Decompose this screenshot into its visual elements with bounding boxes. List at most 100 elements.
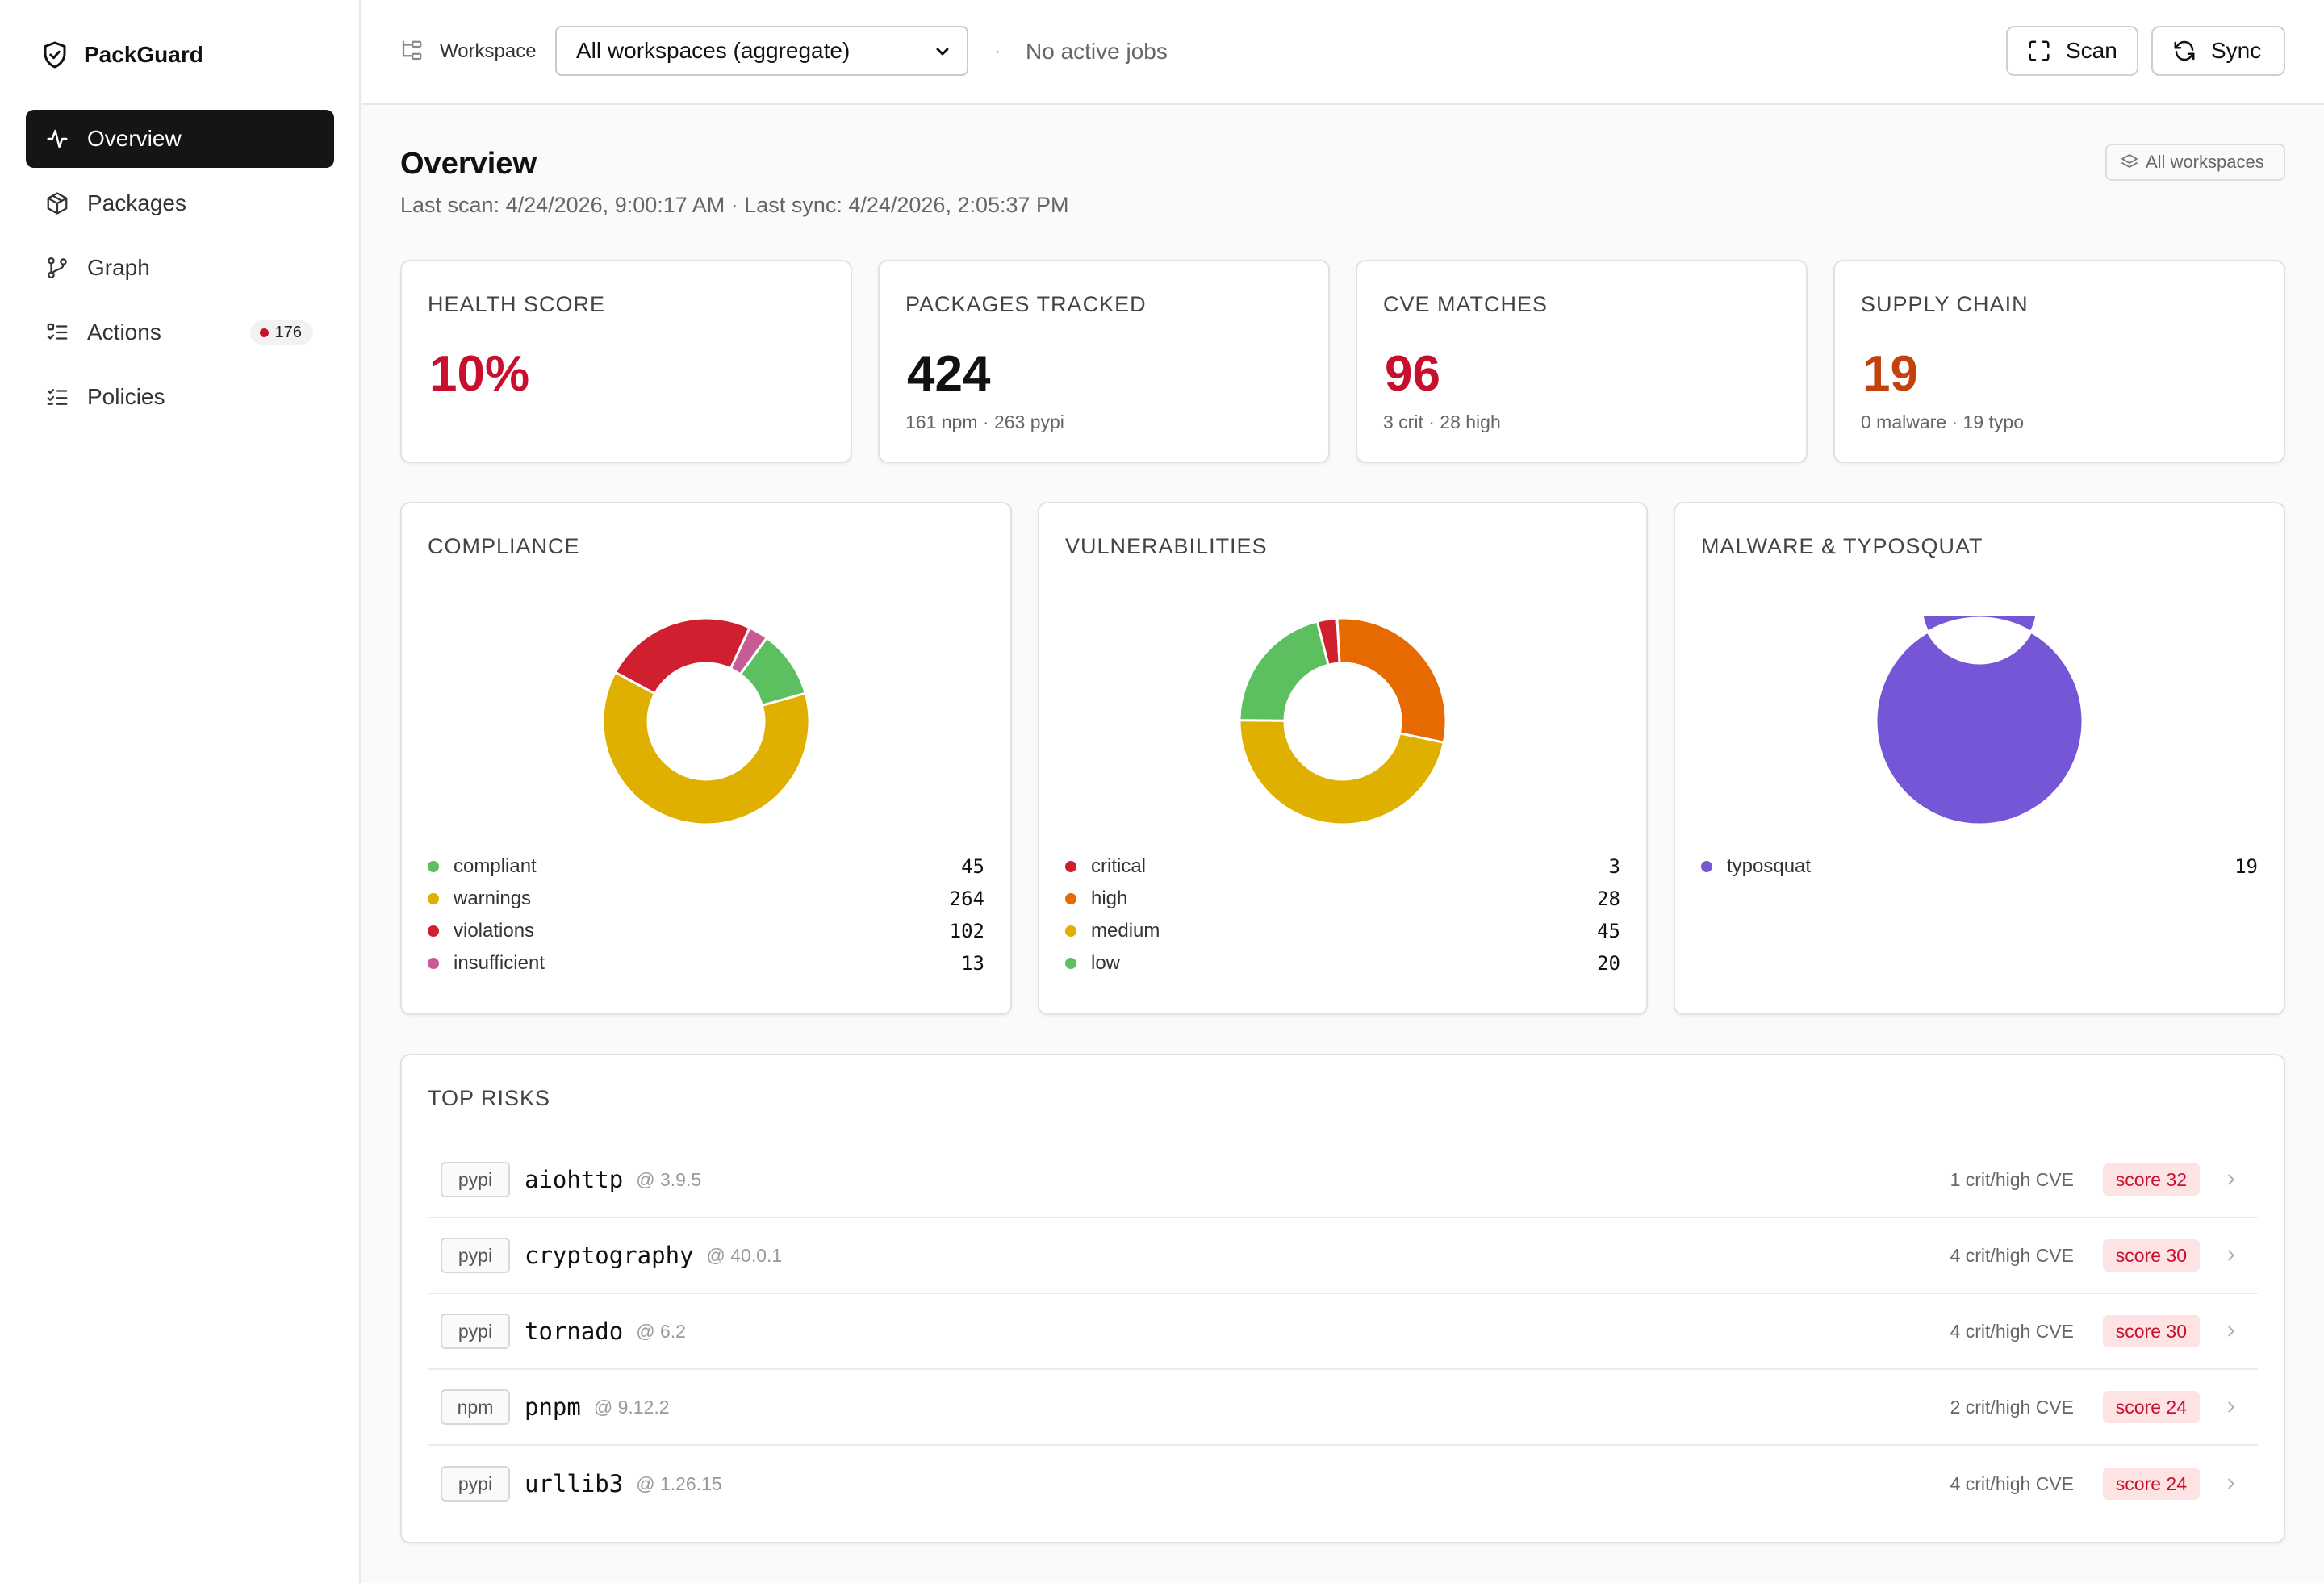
workspace-select-value: All workspaces (aggregate) <box>576 38 851 63</box>
package-version: @ 3.9.5 <box>636 1168 702 1190</box>
donut-slice-medium[interactable] <box>1238 719 1446 826</box>
card-title: MALWARE & TYPOSQUAT <box>1701 534 1983 558</box>
donut-slice-warnings[interactable] <box>601 670 811 826</box>
legend-dot-icon <box>428 958 439 969</box>
chevron-right-icon <box>2228 1250 2234 1261</box>
legend-label: typosquat <box>1727 855 1812 877</box>
legend-value: 45 <box>961 855 984 878</box>
legend-value: 264 <box>949 888 984 910</box>
legend-label: high <box>1091 888 1128 909</box>
risk-score-badge: score 24 <box>2102 1391 2200 1423</box>
sidebar-item-graph[interactable]: Graph <box>26 239 334 297</box>
sync-label: Sync <box>2211 38 2262 63</box>
list-todo-icon <box>47 323 68 340</box>
legend-item-critical: critical 3 <box>1065 850 1620 883</box>
risk-row[interactable]: npm pnpm @ 9.12.2 2 crit/high CVE score … <box>428 1370 2258 1446</box>
sidebar-item-packages[interactable]: Packages <box>26 174 334 232</box>
legend-dot-icon <box>1065 925 1076 937</box>
activity-icon <box>47 129 68 148</box>
layers-icon <box>2121 154 2138 168</box>
legend-dot-icon <box>1065 861 1076 872</box>
ecosystem-badge: pypi <box>441 1466 510 1502</box>
cve-count: 4 crit/high CVE <box>1950 1244 2074 1266</box>
package-version: @ 9.12.2 <box>593 1396 670 1418</box>
brand[interactable]: PackGuard <box>40 39 203 71</box>
sidebar-item-actions[interactable]: Actions 176 <box>26 303 334 361</box>
top-risks-card: TOP RISKS pypi aiohttp @ 3.9.5 1 crit/hi… <box>400 1054 2285 1543</box>
legend-item-compliant: compliant 45 <box>428 850 984 883</box>
supply-chain-value: 19 <box>1862 346 1918 402</box>
sidebar-item-overview[interactable]: Overview <box>26 110 334 168</box>
legend-dot-icon <box>1065 893 1076 904</box>
risk-score-badge: score 30 <box>2102 1315 2200 1347</box>
risk-row[interactable]: pypi urllib3 @ 1.26.15 4 crit/high CVE s… <box>428 1446 2258 1522</box>
package-name: cryptography <box>525 1242 694 1269</box>
legend-label: medium <box>1091 920 1160 942</box>
separator-dot: · <box>994 40 1001 62</box>
jobs-status: No active jobs <box>1026 39 1168 64</box>
sidebar-item-label: Packages <box>87 190 186 215</box>
sidebar-item-policies[interactable]: Policies <box>26 368 334 426</box>
cve-matches-card: CVE MATCHES 96 3 crit · 28 high <box>1356 260 1808 463</box>
topbar: Workspace All workspaces (aggregate) · N… <box>362 0 2324 105</box>
workspace-scope-pill: All workspaces <box>2105 144 2285 181</box>
cve-matches-value: 96 <box>1385 346 1440 402</box>
risk-score-badge: score 24 <box>2102 1468 2200 1500</box>
legend-value: 3 <box>1608 855 1620 878</box>
donut-slice-low[interactable] <box>1238 620 1330 722</box>
cve-count: 1 crit/high CVE <box>1950 1168 2074 1190</box>
card-title: SUPPLY CHAIN <box>1861 292 2029 316</box>
legend-item-insufficient: insufficient 13 <box>428 947 984 979</box>
ecosystem-badge: pypi <box>441 1162 510 1197</box>
sidebar-item-label: Actions <box>87 320 161 345</box>
refresh-icon <box>2174 40 2195 61</box>
legend-value: 20 <box>1597 952 1620 975</box>
donut-slice-violations[interactable] <box>613 616 752 695</box>
legend-dot-icon <box>1701 861 1712 872</box>
package-name: urllib3 <box>525 1470 624 1497</box>
legend-label: warnings <box>454 888 532 909</box>
legend-item-medium: medium 45 <box>1065 915 1620 947</box>
shield-check-icon <box>44 41 66 69</box>
legend-value: 28 <box>1597 888 1620 910</box>
ecosystem-badge: pypi <box>441 1314 510 1349</box>
legend-value: 45 <box>1597 920 1620 942</box>
risk-row[interactable]: pypi cryptography @ 40.0.1 4 crit/high C… <box>428 1218 2258 1294</box>
malware-typosquat-card: MALWARE & TYPOSQUAT typosquat 19 <box>1674 502 2285 1015</box>
package-version: @ 6.2 <box>636 1320 686 1342</box>
workspace-select[interactable]: All workspaces (aggregate) <box>555 26 968 76</box>
health-score-card: HEALTH SCORE 10% <box>400 260 852 463</box>
badge-count: 176 <box>274 323 302 341</box>
package-icon <box>47 192 68 215</box>
risk-row[interactable]: pypi tornado @ 6.2 4 crit/high CVE score… <box>428 1294 2258 1370</box>
legend-label: violations <box>454 920 535 942</box>
supply-chain-card: SUPPLY CHAIN 19 0 malware · 19 typo <box>1833 260 2285 463</box>
legend-dot-icon <box>428 893 439 904</box>
packages-tracked-card: PACKAGES TRACKED 424 161 npm · 263 pypi <box>878 260 1330 463</box>
packages-breakdown: 161 npm · 263 pypi <box>905 411 1064 432</box>
legend-item-violations: violations 102 <box>428 915 984 947</box>
scan-icon <box>2029 40 2050 61</box>
vulnerabilities-card: VULNERABILITIES critical 3 high 28 medium 45 l… <box>1038 502 1648 1015</box>
donut-slice-high[interactable] <box>1335 616 1448 745</box>
brand-name: PackGuard <box>84 42 203 67</box>
git-branch-icon <box>48 257 67 278</box>
chevron-right-icon <box>2228 1326 2234 1337</box>
donut-slice-typosquat[interactable] <box>1875 616 2084 826</box>
health-score-value: 10% <box>429 346 530 402</box>
scan-button[interactable]: Scan <box>2006 26 2138 76</box>
folder-tree-icon <box>402 40 422 61</box>
malware-legend: typosquat 19 <box>1701 850 2258 883</box>
card-title: VULNERABILITIES <box>1065 534 1268 558</box>
legend-item-high: high 28 <box>1065 883 1620 915</box>
donut-slice-insufficient[interactable] <box>729 625 769 676</box>
packages-tracked-value: 424 <box>907 346 991 402</box>
ecosystem-badge: pypi <box>441 1238 510 1273</box>
legend-item-warnings: warnings 264 <box>428 883 984 915</box>
legend-dot-icon <box>428 925 439 937</box>
legend-item-low: low 20 <box>1065 947 1620 979</box>
package-version: @ 40.0.1 <box>706 1244 783 1266</box>
sync-button[interactable]: Sync <box>2151 26 2285 76</box>
risk-row[interactable]: pypi aiohttp @ 3.9.5 1 crit/high CVE sco… <box>428 1142 2258 1218</box>
scan-label: Scan <box>2066 38 2117 63</box>
